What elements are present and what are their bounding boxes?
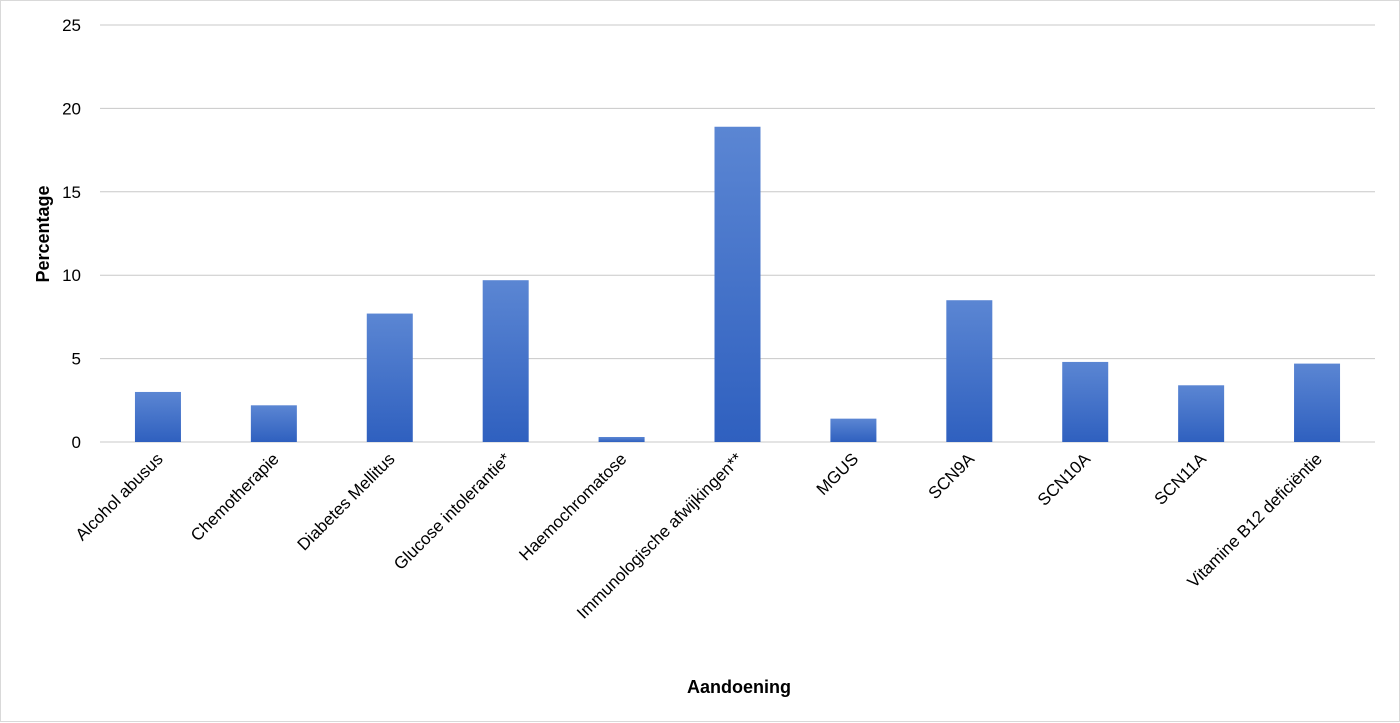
x-axis-ticks: Alcohol abusus Chemotherapie Diabetes Mell… [72, 449, 1326, 623]
bars [134, 126, 1341, 443]
x-tick-label: Haemochromatose [515, 449, 630, 564]
y-axis-ticks: 0 5 10 15 20 25 [62, 16, 81, 452]
x-tick-label: SCN9A [925, 449, 979, 503]
bar [1294, 363, 1341, 442]
y-tick-label: 0 [72, 433, 81, 452]
bar [250, 405, 297, 442]
x-tick-label: MGUS [813, 449, 862, 498]
y-tick-label: 5 [72, 350, 81, 369]
x-tick-label: Vitamine B12 deficiëntie [1184, 449, 1326, 591]
bar [714, 126, 761, 443]
bar [482, 280, 529, 442]
x-tick-label: Alcohol abusus [72, 449, 167, 544]
bar [946, 300, 993, 442]
y-axis-title: Percentage [33, 185, 53, 282]
x-tick-label: Chemotherapie [187, 449, 283, 545]
bar [830, 418, 877, 442]
y-tick-label: 20 [62, 99, 81, 118]
y-tick-label: 15 [62, 183, 81, 202]
x-axis-title: Aandoening [687, 677, 791, 697]
bar [1178, 385, 1225, 442]
x-tick-label: Diabetes Mellitus [294, 449, 399, 554]
x-tick-label: SCN10A [1034, 449, 1095, 510]
x-tick-label: SCN11A [1151, 449, 1211, 509]
bar [598, 436, 645, 442]
bar [1062, 361, 1109, 442]
bar [134, 391, 181, 442]
bar [366, 313, 413, 442]
y-tick-label: 10 [62, 266, 81, 285]
y-tick-label: 25 [62, 16, 81, 35]
x-tick-label: Glucose intolerantie* [390, 449, 515, 574]
